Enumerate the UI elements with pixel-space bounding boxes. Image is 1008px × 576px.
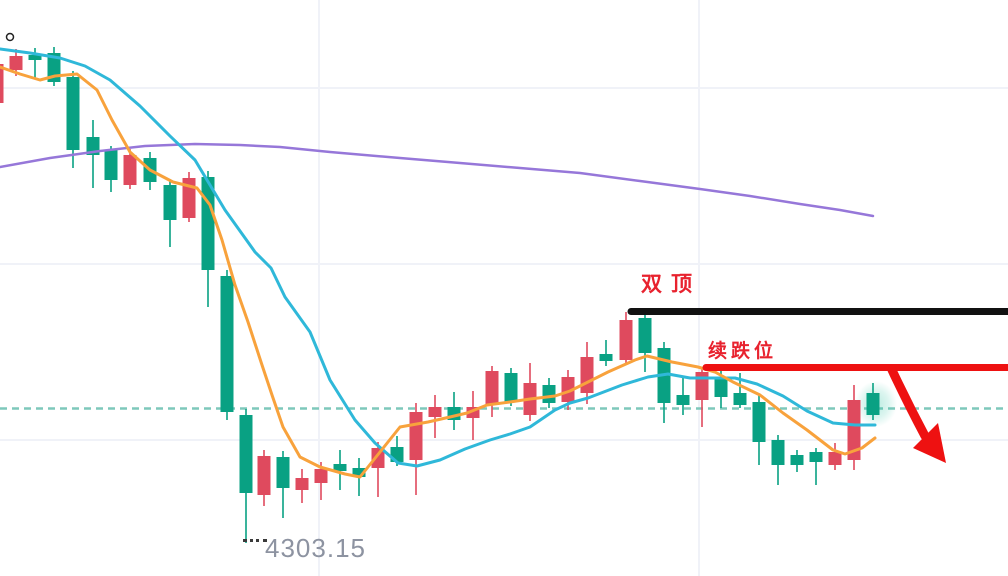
ma-fast-cyan-line (0, 47, 877, 468)
candle (104, 146, 118, 192)
candle (123, 149, 137, 189)
candle-body (352, 468, 366, 477)
candle (676, 377, 690, 415)
candle (47, 47, 61, 86)
candle (485, 366, 499, 417)
candle (504, 368, 518, 406)
candle (257, 450, 271, 506)
candle (182, 172, 196, 222)
candle (409, 403, 423, 495)
candle (239, 409, 253, 543)
candle (695, 367, 709, 427)
ma-slow-purple-line (0, 142, 875, 218)
candle-body (371, 448, 385, 468)
candle (333, 450, 347, 490)
candle-body (409, 412, 423, 460)
candle (828, 443, 842, 470)
ma-mid-orange-line (0, 65, 877, 479)
candle-body (485, 371, 499, 405)
candle-body (220, 276, 234, 412)
candle-body (580, 357, 594, 393)
ma-fast-cyan-line (0, 47, 877, 468)
candle-body (314, 469, 328, 483)
candle (523, 363, 537, 421)
candle (466, 391, 480, 440)
candle-body (638, 318, 652, 353)
candle (619, 312, 633, 363)
candle-body (9, 56, 23, 70)
candle-body (28, 55, 42, 60)
candle (790, 450, 804, 472)
ma-slow-purple-line (0, 142, 875, 218)
candle-body (771, 440, 785, 465)
candle-body (466, 407, 480, 418)
candle (66, 71, 80, 168)
candle (295, 469, 309, 503)
candle-body (295, 478, 309, 490)
candle-body (599, 354, 613, 361)
candle (447, 392, 461, 430)
candle-body (504, 373, 518, 402)
candle (638, 308, 652, 372)
candle (371, 442, 385, 497)
candle (847, 385, 861, 470)
candle-body (0, 64, 4, 103)
candle (276, 451, 290, 518)
candle-body (104, 150, 118, 180)
candle (599, 340, 613, 366)
candle (657, 342, 671, 423)
candle (752, 395, 766, 465)
candle (866, 383, 880, 420)
candle-body (676, 395, 690, 405)
candle-body (66, 77, 80, 150)
low-price-leader-dots (243, 539, 267, 542)
candle-body (123, 155, 137, 185)
candle-body (847, 400, 861, 460)
candle-body (239, 415, 253, 493)
circle-marker (5, 32, 15, 42)
low-price-label: 4303.15 (265, 533, 366, 563)
double-top-label: 双顶 (641, 273, 701, 296)
candle-body (276, 457, 290, 488)
candle-body (733, 393, 747, 405)
candle (86, 120, 100, 188)
arrow-shaft (887, 365, 930, 441)
candle (542, 378, 556, 408)
arrow-head (913, 423, 946, 463)
candle-body (163, 185, 177, 220)
candle-body (619, 320, 633, 360)
candle-body (752, 402, 766, 442)
candle (163, 179, 177, 247)
candle-body (714, 377, 728, 397)
candle (771, 435, 785, 485)
breakdown-level-label: 续跌位 (708, 341, 778, 362)
candle-body (257, 456, 271, 495)
candle-body (828, 452, 842, 465)
candle-body (809, 452, 823, 462)
candle-body (542, 385, 556, 403)
candle (809, 448, 823, 485)
down-arrow (887, 365, 946, 463)
ma-mid-orange-line (0, 65, 877, 479)
circle-marker-dot (5, 32, 15, 42)
candle (580, 342, 594, 404)
candlesticks (0, 47, 880, 543)
candle-body (790, 455, 804, 465)
candle (428, 395, 442, 438)
candle-body (561, 377, 575, 402)
candle-body (428, 407, 442, 417)
candle-body (333, 464, 347, 471)
candle-body (866, 393, 880, 415)
candle (220, 270, 234, 420)
candle-body (695, 372, 709, 400)
candle (0, 64, 4, 103)
